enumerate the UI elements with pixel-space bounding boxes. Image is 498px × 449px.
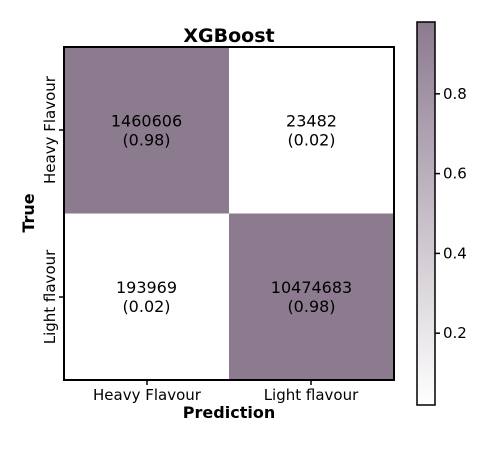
cell-fraction-0-1: (0.02) <box>287 130 335 149</box>
heatmap-cells: 1460606(0.98)23482(0.02)193969(0.02)1047… <box>64 47 394 380</box>
cell-fraction-0-0: (0.98) <box>122 130 170 149</box>
cell-count-0-0: 1460606 <box>111 111 182 130</box>
y-tick-label-light: Light flavour <box>41 249 59 344</box>
cell-fraction-1-1: (0.98) <box>287 297 335 316</box>
colorbar-tick-label-1: 0.4 <box>443 244 467 262</box>
x-axis-label: Prediction <box>183 403 275 422</box>
cell-count-0-1: 23482 <box>286 111 337 130</box>
cell-count-1-1: 10474683 <box>271 278 352 297</box>
heatmap-cell-0-1 <box>229 47 394 214</box>
colorbar-tick-label-2: 0.6 <box>443 165 467 183</box>
chart-title: XGBoost <box>183 25 274 47</box>
colorbar-tick-label-3: 0.8 <box>443 85 467 103</box>
colorbar-tick-label-0: 0.2 <box>443 324 467 342</box>
y-axis-label: True <box>19 193 38 232</box>
heatmap-cell-0-0 <box>64 47 229 214</box>
heatmap-cell-1-1 <box>229 213 394 380</box>
plot-frame <box>63 46 395 381</box>
cell-count-1-0: 193969 <box>116 278 177 297</box>
colorbar <box>416 21 436 406</box>
cell-fraction-1-0: (0.02) <box>122 297 170 316</box>
x-tick-label-heavy: Heavy Flavour <box>93 386 202 404</box>
x-tick-label-light: Light flavour <box>264 386 359 404</box>
heatmap-cell-1-0 <box>64 213 229 380</box>
y-tick-label-heavy: Heavy Flavour <box>41 75 59 184</box>
colorbar-ticks: 0.2 0.4 0.6 0.8 <box>435 85 467 342</box>
